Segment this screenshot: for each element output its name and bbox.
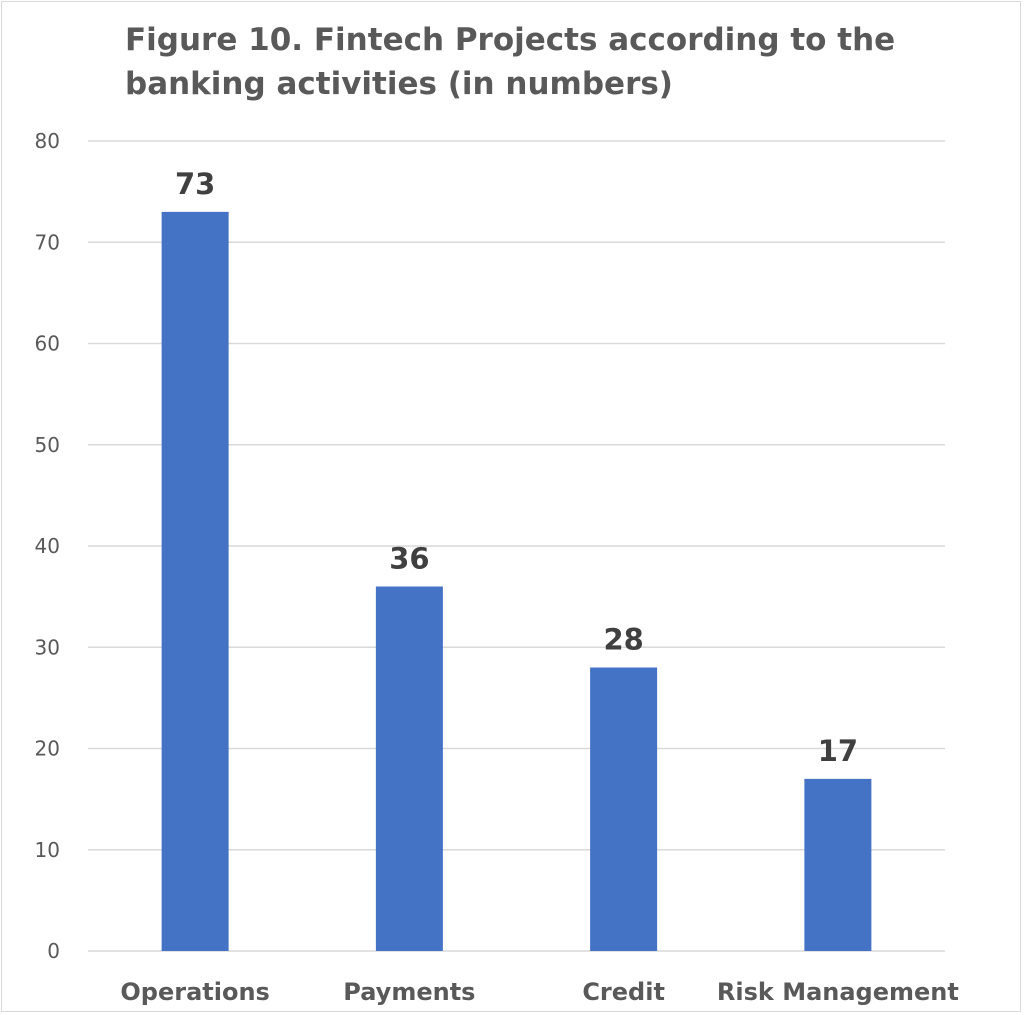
bars <box>161 211 872 951</box>
y-tick-label: 60 <box>35 332 60 356</box>
category-label: Payments <box>343 978 475 1006</box>
chart-title: Figure 10. Fintech Projects according to… <box>125 22 896 102</box>
gridlines <box>88 140 945 952</box>
y-tick-label: 40 <box>35 534 60 558</box>
data-labels: 73 36 28 17 <box>175 167 858 768</box>
y-tick-label: 50 <box>35 433 60 457</box>
category-label: Operations <box>120 978 269 1006</box>
bar-payments <box>375 586 443 951</box>
data-label: 17 <box>818 734 858 768</box>
y-tick-label: 20 <box>35 737 60 761</box>
data-label: 28 <box>603 623 643 657</box>
data-label: 73 <box>175 167 215 201</box>
y-tick-label: 0 <box>47 939 60 963</box>
y-tick-label: 10 <box>35 838 60 862</box>
category-label: Credit <box>582 978 665 1006</box>
y-axis-ticks: 0 10 20 30 40 50 60 70 80 <box>35 129 60 963</box>
bar-risk-management <box>804 778 872 951</box>
bar-operations <box>161 211 229 951</box>
data-label: 36 <box>389 542 429 576</box>
y-tick-label: 70 <box>35 230 60 254</box>
y-tick-label: 30 <box>35 635 60 659</box>
y-tick-label: 80 <box>35 129 60 153</box>
category-labels: Operations Payments Credit Risk Management <box>120 978 958 1006</box>
category-label: Risk Management <box>717 978 959 1006</box>
bar-credit <box>590 667 658 951</box>
